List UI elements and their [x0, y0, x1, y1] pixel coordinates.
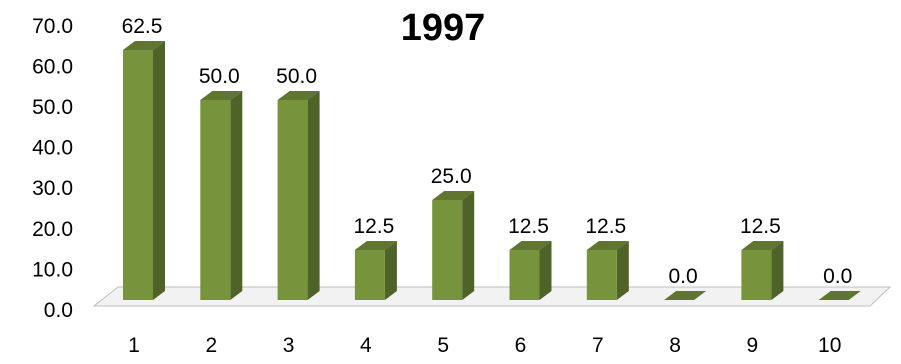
bar-side: [616, 241, 629, 300]
bar-top: [586, 241, 629, 250]
bar-2: 50.0: [199, 65, 243, 300]
bar-top: [123, 41, 165, 50]
data-label: 25.0: [431, 165, 472, 188]
bar-7: 12.5: [585, 215, 629, 300]
y-tick-label: 30.0: [32, 177, 73, 200]
bar-front: [123, 50, 153, 300]
bar-side: [462, 191, 475, 300]
x-tick-label: 10: [818, 334, 841, 357]
chart-title: 1997: [401, 7, 486, 49]
data-label: 12.5: [353, 215, 394, 238]
bar-front: [586, 250, 617, 300]
bar-top: [277, 91, 320, 100]
x-tick-label: 6: [515, 334, 527, 357]
data-label: 62.5: [122, 15, 163, 38]
x-tick-label: 7: [592, 334, 604, 357]
bar-6: 12.5: [508, 215, 552, 300]
bar-1: 62.5: [122, 15, 165, 300]
data-label: 0.0: [823, 265, 852, 288]
data-label: 12.5: [585, 215, 626, 238]
bar-top: [354, 241, 397, 250]
x-tick-label: 2: [205, 334, 217, 357]
bar-top: [741, 241, 784, 250]
bar-5: 25.0: [431, 165, 475, 300]
bar-side: [384, 241, 397, 300]
y-tick-label: 10.0: [32, 258, 73, 281]
x-tick-label: 1: [128, 334, 140, 357]
y-tick-label: 60.0: [32, 55, 73, 78]
bar-4: 12.5: [353, 215, 397, 300]
data-label: 12.5: [740, 215, 781, 238]
x-tick-label: 9: [747, 334, 759, 357]
bar-top: [200, 91, 243, 100]
x-tick-label: 4: [360, 334, 372, 357]
bar-top: [509, 241, 552, 250]
bar-top: [432, 191, 475, 200]
y-tick-label: 0.0: [44, 299, 73, 322]
bar-9: 12.5: [740, 215, 784, 300]
bar-side: [230, 91, 243, 300]
bar-side: [771, 241, 784, 300]
bar-front: [432, 200, 463, 300]
bar-front: [354, 250, 385, 300]
data-label: 0.0: [668, 265, 697, 288]
bar-top: [664, 291, 707, 300]
y-tick-label: 40.0: [32, 137, 73, 160]
y-axis-ticks: 0.0 10.0 20.0 30.0 40.0 50.0 60.0 70.0: [32, 15, 73, 322]
y-tick-label: 70.0: [32, 15, 73, 38]
x-tick-label: 5: [437, 334, 449, 357]
bar-front: [277, 100, 308, 300]
bar-side: [307, 91, 320, 300]
bar-side: [539, 241, 552, 300]
x-tick-label: 8: [669, 334, 681, 357]
bar-8: 0.0: [664, 265, 707, 300]
data-label: 50.0: [276, 65, 317, 88]
data-label: 12.5: [508, 215, 549, 238]
bar-3: 50.0: [276, 65, 320, 300]
bar-front: [509, 250, 540, 300]
bar-10: 0.0: [818, 265, 861, 300]
bar-side: [153, 41, 165, 300]
bar-front: [741, 250, 772, 300]
x-tick-label: 3: [283, 334, 295, 357]
bars: 62.5 50.0 50.0 12.5 25.0 12.5 12.5 0.0 12.5 0.0: [122, 15, 861, 300]
y-tick-label: 20.0: [32, 218, 73, 241]
y-tick-label: 50.0: [32, 96, 73, 119]
x-axis-ticks: 1 2 3 4 5 6 7 8 9 10: [128, 334, 841, 357]
bar-front: [200, 100, 231, 300]
bar-top: [818, 291, 861, 300]
data-label: 50.0: [199, 65, 240, 88]
